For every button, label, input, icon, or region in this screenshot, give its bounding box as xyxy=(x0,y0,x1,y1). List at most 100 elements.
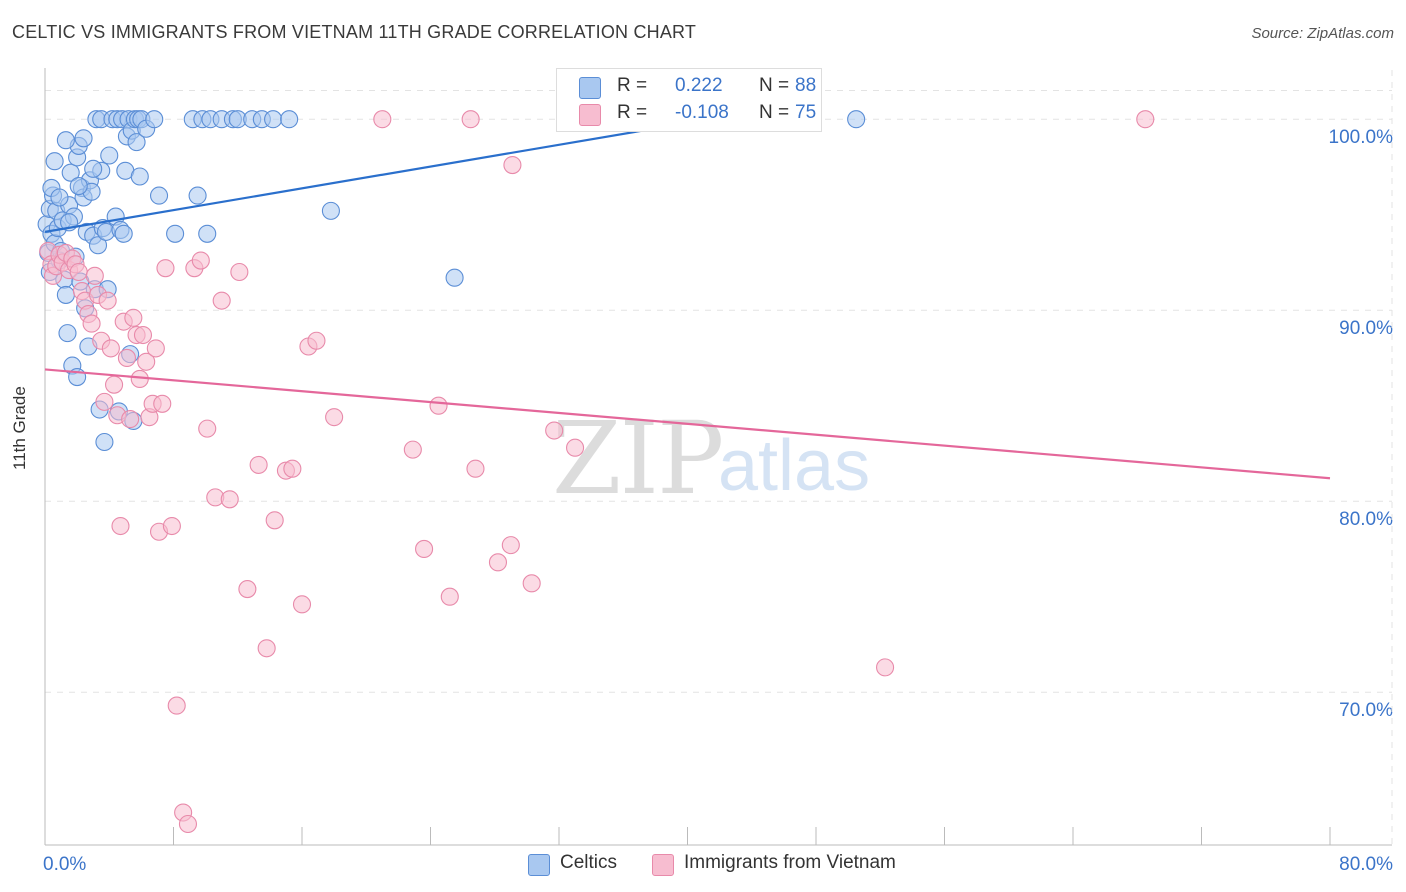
point-celtics xyxy=(56,285,75,304)
point-celtics xyxy=(321,201,340,220)
legend-swatch-celtics xyxy=(579,77,601,99)
point-celtics xyxy=(166,224,185,243)
point-vietnam xyxy=(257,639,276,658)
point-vietnam xyxy=(429,396,448,415)
point-celtics xyxy=(88,236,108,255)
point-celtics xyxy=(145,110,164,129)
point-vietnam xyxy=(146,339,165,358)
point-vietnam xyxy=(121,410,140,429)
bottom-label-vietnam: Immigrants from Vietnam xyxy=(684,852,896,873)
point-vietnam xyxy=(69,262,88,282)
point-celtics xyxy=(84,159,103,178)
bottom-label-celtics: Celtics xyxy=(560,852,618,873)
point-celtics xyxy=(61,163,80,182)
legend-r-label: R = xyxy=(617,102,648,123)
point-vietnam xyxy=(162,516,181,536)
point-vietnam xyxy=(85,266,104,285)
legend-n-value: 88 xyxy=(795,75,817,96)
point-celtics xyxy=(149,186,169,205)
point-celtics xyxy=(114,224,133,243)
point-vietnam xyxy=(566,438,585,457)
point-vietnam xyxy=(461,110,480,129)
point-vietnam xyxy=(156,259,175,278)
point-vietnam xyxy=(415,539,434,559)
point-vietnam xyxy=(325,408,344,427)
point-vietnam xyxy=(501,536,520,555)
x-tick-label: 0.0% xyxy=(43,854,86,875)
point-vietnam xyxy=(403,440,422,459)
point-vietnam xyxy=(178,814,198,834)
point-vietnam xyxy=(101,339,120,358)
point-vietnam xyxy=(198,419,217,438)
point-celtics xyxy=(847,110,866,129)
point-vietnam xyxy=(503,155,522,175)
point-vietnam xyxy=(238,580,257,599)
stats-legend: R = 0.222 N = 88 R = -0.108 N = 75 xyxy=(556,68,822,132)
legend-r-value: -0.108 xyxy=(675,102,729,123)
point-vietnam xyxy=(440,587,459,606)
point-vietnam xyxy=(82,314,101,333)
watermark-atlas: atlas xyxy=(718,426,871,506)
bottom-swatch-vietnam xyxy=(652,854,674,876)
trendline-celtics xyxy=(44,121,688,233)
point-vietnam xyxy=(111,516,130,536)
point-celtics xyxy=(58,324,77,343)
point-vietnam xyxy=(283,459,302,478)
point-celtics xyxy=(50,188,69,207)
chart-title: CELTIC VS IMMIGRANTS FROM VIETNAM 11TH G… xyxy=(12,22,697,42)
point-vietnam xyxy=(105,375,124,394)
point-vietnam xyxy=(153,394,172,413)
point-vietnam xyxy=(95,392,114,411)
point-vietnam xyxy=(488,553,508,572)
point-celtics xyxy=(100,146,119,165)
legend-n-label: N = xyxy=(759,102,790,123)
point-celtics xyxy=(198,224,217,243)
point-vietnam xyxy=(876,658,895,677)
point-vietnam xyxy=(212,291,231,310)
point-vietnam xyxy=(117,348,136,368)
point-celtics xyxy=(74,129,93,148)
chart-source: Source: ZipAtlas.com xyxy=(1251,25,1394,42)
point-celtics xyxy=(45,152,64,171)
legend-n-label: N = xyxy=(759,75,790,96)
point-celtics xyxy=(127,133,146,152)
y-tick-label: 100.0% xyxy=(1329,127,1394,148)
bottom-swatch-celtics xyxy=(528,854,550,876)
point-celtics xyxy=(445,268,464,287)
point-vietnam xyxy=(98,291,117,310)
legend-r-label: R = xyxy=(617,75,648,96)
point-vietnam xyxy=(292,595,312,614)
point-vietnam xyxy=(133,325,153,345)
legend-n-value: 75 xyxy=(795,102,817,123)
point-vietnam xyxy=(1136,110,1155,129)
point-celtics xyxy=(188,186,207,205)
x-tick-label: 80.0% xyxy=(1339,854,1393,875)
point-vietnam xyxy=(191,251,210,270)
point-celtics xyxy=(264,110,283,129)
point-celtics xyxy=(95,432,114,452)
point-vietnam xyxy=(230,262,249,282)
point-vietnam xyxy=(466,459,485,478)
point-celtics xyxy=(69,177,88,196)
point-celtics xyxy=(130,167,149,186)
point-vietnam xyxy=(265,511,284,530)
point-vietnam xyxy=(249,455,268,474)
point-vietnam xyxy=(545,421,564,440)
point-vietnam xyxy=(124,308,143,327)
point-celtics xyxy=(280,110,299,129)
point-vietnam xyxy=(167,696,186,715)
point-vietnam xyxy=(307,331,326,350)
y-tick-label: 80.0% xyxy=(1339,509,1393,530)
point-vietnam xyxy=(373,110,392,129)
legend-swatch-vietnam xyxy=(579,104,601,126)
trendline-vietnam xyxy=(44,368,1331,480)
legend-r-value: 0.222 xyxy=(675,75,723,96)
y-tick-label: 70.0% xyxy=(1339,700,1393,721)
point-vietnam xyxy=(220,490,239,509)
point-vietnam xyxy=(137,352,156,371)
point-celtics xyxy=(56,131,75,150)
y-axis-label: 11th Grade xyxy=(10,386,29,470)
y-tick-label: 90.0% xyxy=(1339,318,1393,339)
point-vietnam xyxy=(522,574,541,593)
